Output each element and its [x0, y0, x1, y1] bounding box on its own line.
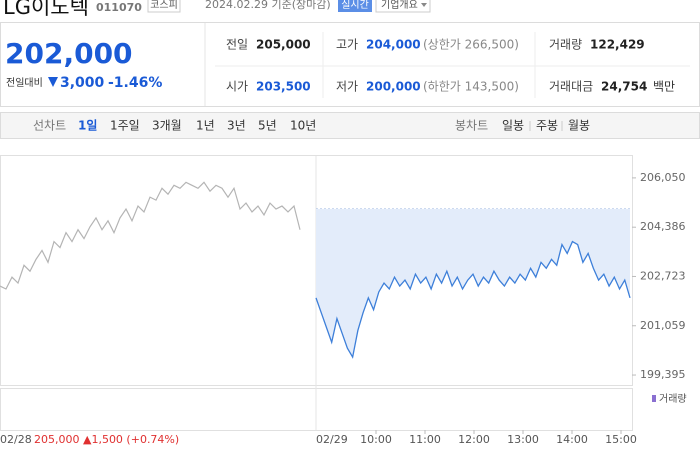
stat-label: 고가: [336, 38, 358, 52]
x-tick-label: 14:00: [556, 433, 588, 446]
stat-label: 거래량: [549, 38, 582, 52]
candle-chart-label: 봉차트: [455, 119, 488, 133]
change-label: 전일대비: [6, 77, 43, 89]
change-amount: 3,000: [60, 75, 105, 91]
stat-label: 거래대금: [549, 80, 593, 94]
period-tab[interactable]: 3년: [227, 119, 246, 133]
candle-tab[interactable]: 주봉: [536, 119, 558, 133]
realtime-label[interactable]: 실시간: [341, 0, 369, 11]
prev-date: 02/28: [0, 433, 32, 446]
base-date: 2024.02.29 기준(장마감): [205, 0, 331, 11]
prev-day-line: [0, 181, 301, 290]
stat-note: (하한가 143,500): [423, 80, 519, 94]
period-tab[interactable]: 10년: [290, 119, 316, 133]
line-chart-label: 선차트: [33, 119, 66, 133]
candle-tab[interactable]: 월봉: [568, 119, 590, 133]
period-tab[interactable]: 1일: [78, 119, 97, 133]
company-button[interactable]: [375, 0, 431, 13]
realtime-button[interactable]: [338, 0, 372, 12]
today-area: [316, 208, 630, 358]
y-tick-label: 202,723: [640, 269, 686, 282]
stat-value: 24,754: [601, 80, 647, 94]
stat-value: 204,000: [366, 38, 421, 52]
today-date: 02/29: [316, 433, 348, 446]
x-tick-label: 12:00: [458, 433, 490, 446]
tab-bar: [0, 112, 700, 139]
dropdown-arrow: [421, 3, 427, 7]
x-tick-label: 10:00: [360, 433, 392, 446]
stat-value: 122,429: [590, 38, 645, 52]
market-badge: 코스피: [150, 0, 178, 11]
stat-value: 200,000: [366, 80, 421, 94]
x-tick-label: 11:00: [409, 433, 441, 446]
x-tick-label: 13:00: [507, 433, 539, 446]
volume-legend: 거래량: [659, 393, 687, 405]
stock-code: 011070: [96, 1, 142, 14]
stat-value: 205,000: [256, 38, 311, 52]
company-label[interactable]: 기업개요: [381, 0, 418, 11]
stat-unit: 백만: [653, 80, 675, 94]
stat-label: 시가: [226, 80, 248, 94]
change-percent: -1.46%: [108, 75, 162, 91]
candle-tab[interactable]: 일봉: [502, 119, 524, 133]
y-tick-label: 199,395: [640, 368, 686, 381]
volume-legend-swatch: [652, 395, 656, 402]
x-tick-label: 15:00: [605, 433, 637, 446]
y-tick-label: 206,050: [640, 171, 686, 184]
period-tab[interactable]: 1년: [196, 119, 215, 133]
down-arrow: [48, 77, 58, 87]
y-tick-label: 204,386: [640, 220, 686, 233]
period-tab[interactable]: 3개월: [152, 119, 182, 133]
y-tick-label: 201,059: [640, 319, 686, 332]
period-tab[interactable]: 1주일: [110, 119, 140, 133]
prev-close-info: 205,000 ▲1,500 (+0.74%): [34, 433, 179, 446]
current-price: 202,000: [5, 37, 133, 70]
stat-label: 전일: [226, 38, 248, 52]
period-tab[interactable]: 5년: [258, 119, 277, 133]
market-badge-box: [147, 0, 181, 13]
stat-label: 저가: [336, 80, 358, 94]
today-line: [315, 240, 631, 359]
company-name: LG이노텍: [3, 0, 89, 19]
summary-box: [0, 22, 700, 107]
stat-note: (상한가 266,500): [423, 38, 519, 52]
stat-value: 203,500: [256, 80, 311, 94]
